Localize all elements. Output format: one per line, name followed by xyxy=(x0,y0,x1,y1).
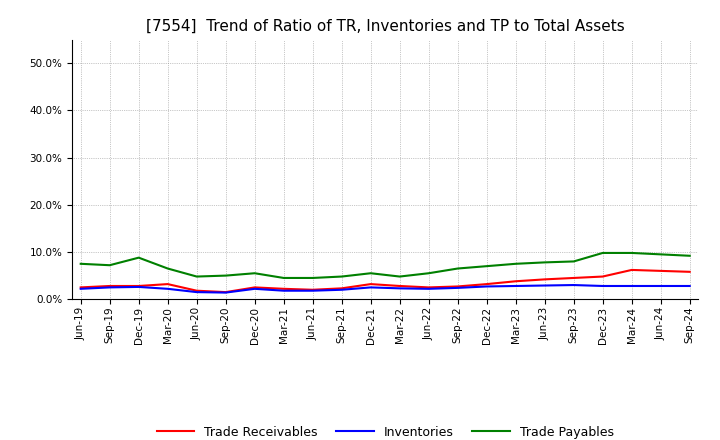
Inventories xyxy=(192,290,201,295)
Inventories xyxy=(251,286,259,291)
Trade Payables xyxy=(135,255,143,260)
Trade Payables xyxy=(454,266,462,271)
Trade Payables xyxy=(395,274,404,279)
Trade Payables xyxy=(279,275,288,281)
Trade Payables xyxy=(366,271,375,276)
Inventories xyxy=(511,283,520,289)
Trade Payables xyxy=(192,274,201,279)
Trade Receivables xyxy=(366,282,375,287)
Trade Receivables xyxy=(279,286,288,291)
Trade Payables xyxy=(424,271,433,276)
Trade Payables xyxy=(570,259,578,264)
Trade Payables xyxy=(221,273,230,278)
Trade Receivables xyxy=(657,268,665,274)
Inventories xyxy=(454,285,462,290)
Trade Receivables xyxy=(627,267,636,272)
Inventories xyxy=(598,283,607,289)
Trade Payables xyxy=(541,260,549,265)
Trade Receivables xyxy=(308,287,317,293)
Trade Receivables xyxy=(135,283,143,289)
Inventories xyxy=(76,286,85,291)
Trade Receivables xyxy=(454,284,462,289)
Trade Payables xyxy=(308,275,317,281)
Trade Payables xyxy=(598,250,607,256)
Inventories xyxy=(135,284,143,290)
Trade Receivables xyxy=(76,285,85,290)
Line: Inventories: Inventories xyxy=(81,285,690,293)
Trade Payables xyxy=(482,264,491,269)
Trade Receivables xyxy=(541,277,549,282)
Trade Receivables xyxy=(685,269,694,275)
Inventories xyxy=(308,288,317,293)
Inventories xyxy=(424,286,433,291)
Inventories xyxy=(627,283,636,289)
Trade Payables xyxy=(338,274,346,279)
Inventories xyxy=(221,290,230,295)
Trade Payables xyxy=(627,250,636,256)
Inventories xyxy=(395,286,404,291)
Inventories xyxy=(105,285,114,290)
Inventories xyxy=(163,286,172,291)
Trade Receivables xyxy=(192,288,201,293)
Trade Receivables xyxy=(482,282,491,287)
Trade Payables xyxy=(251,271,259,276)
Trade Receivables xyxy=(570,275,578,281)
Trade Payables xyxy=(511,261,520,267)
Inventories xyxy=(279,288,288,293)
Trade Receivables xyxy=(424,285,433,290)
Title: [7554]  Trend of Ratio of TR, Inventories and TP to Total Assets: [7554] Trend of Ratio of TR, Inventories… xyxy=(146,19,624,34)
Trade Receivables xyxy=(395,283,404,289)
Legend: Trade Receivables, Inventories, Trade Payables: Trade Receivables, Inventories, Trade Pa… xyxy=(151,421,619,440)
Trade Receivables xyxy=(163,282,172,287)
Trade Receivables xyxy=(338,286,346,291)
Inventories xyxy=(541,283,549,288)
Trade Receivables xyxy=(105,283,114,289)
Trade Payables xyxy=(105,263,114,268)
Line: Trade Payables: Trade Payables xyxy=(81,253,690,278)
Line: Trade Receivables: Trade Receivables xyxy=(81,270,690,292)
Trade Payables xyxy=(657,252,665,257)
Inventories xyxy=(685,283,694,289)
Inventories xyxy=(338,287,346,293)
Trade Receivables xyxy=(598,274,607,279)
Trade Receivables xyxy=(251,285,259,290)
Inventories xyxy=(366,285,375,290)
Inventories xyxy=(482,284,491,289)
Inventories xyxy=(657,283,665,289)
Trade Payables xyxy=(163,266,172,271)
Trade Payables xyxy=(76,261,85,267)
Trade Payables xyxy=(685,253,694,258)
Trade Receivables xyxy=(511,279,520,284)
Trade Receivables xyxy=(221,290,230,295)
Inventories xyxy=(570,282,578,288)
